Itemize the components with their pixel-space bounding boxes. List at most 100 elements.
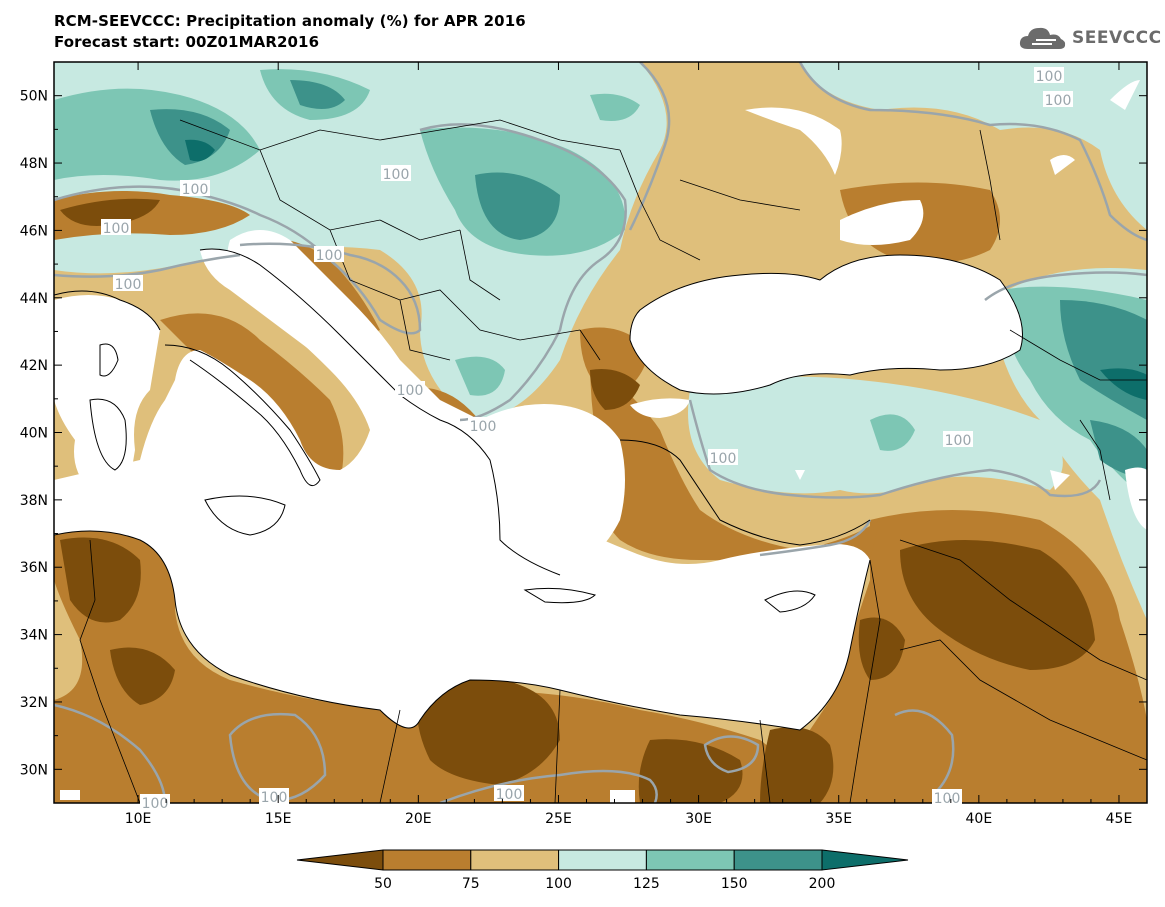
contour-label-bg [259,788,289,804]
contour-label-bg [1043,91,1073,107]
x-tick-label: 10E [125,811,152,827]
colorbar-segment-high [821,849,909,871]
y-tick-label: 32N [20,695,48,711]
marmara-sea [630,398,690,418]
colorbar-segment [645,849,735,871]
wet-moderate-alps [54,88,260,181]
aegean-sea [480,404,625,575]
y-tick-label: 40N [20,426,48,442]
sea-of-azov [840,200,924,245]
dry-strong-syria [900,540,1095,670]
contour-label: 100 [496,787,523,803]
y-tick-label: 34N [20,628,48,644]
y-tick-label: 30N [20,762,48,778]
wet-moderate-ukraine [590,93,640,121]
dry-strong-turkey-west [590,369,640,410]
contour-label-bg [381,165,411,181]
dry-strong-tunisia [60,537,141,623]
contour-label-bg [943,431,973,447]
contour-label: 100 [934,791,961,807]
caspian-sea [1125,467,1147,530]
forecast-start-label: Forecast start: 00Z01MAR2016 [54,33,320,51]
colorbar-segment [733,849,823,871]
wet-moderate-anatolia [870,414,915,451]
wet-moderate-balkans [455,356,505,396]
contour-label: 100 [397,383,424,399]
dry-strong-libya [416,673,560,785]
colorbar-label: 75 [462,876,480,892]
contour-label: 100 [261,790,288,806]
dry-strong-sinai [760,727,834,803]
wet-strongest-caucasus [1100,368,1147,400]
contour-label-bg [140,794,170,810]
colorbar-label: 100 [545,876,572,892]
logo-text: SEEVCCC [1072,28,1162,48]
y-tick-label: 36N [20,560,48,576]
dry-region-northafrica [54,531,790,803]
contour-label: 100 [142,796,169,812]
dry-region-turkey [590,360,880,565]
contour-label-bg [101,219,131,235]
contour-label: 100 [470,419,497,435]
x-tick-label: 40E [966,811,993,827]
contour-label: 100 [316,248,343,264]
dry-strong-alps [60,198,160,226]
x-tick-label: 30E [685,811,712,827]
colorbar-label: 50 [374,876,392,892]
y-axis: 50N 48N 46N 44N 42N 40N 38N 36N 34N 32N 30N [20,89,1147,778]
x-axis: 10E 15E 20E 25E 30E 35E 40E 45E [125,62,1133,827]
contour-label-bg [708,449,738,465]
y-tick-label: 48N [20,156,48,172]
black-sea [630,255,1023,394]
colorbar-label: 200 [809,876,836,892]
adriatic-sea [200,249,400,407]
contour-label: 100 [383,167,410,183]
dry-strong-libya-west [110,647,175,705]
x-tick-label: 25E [545,811,572,827]
colorbar: 50 75 100 125 150 200 [296,849,909,892]
contour-label-bg [1034,67,1064,83]
contour-label-bg [314,246,344,262]
mediterranean-sea [54,295,160,494]
dry-strong-jordan [858,617,905,680]
map-title: RCM-SEEVCCC: Precipitation anomaly (%) f… [54,12,526,30]
x-tick-label: 15E [265,811,292,827]
y-tick-label: 38N [20,493,48,509]
wet-strongest-alps [185,139,215,162]
colorbar-segment [382,849,472,871]
contour-label: 100 [710,451,737,467]
wet-strong-carpathians [475,172,560,240]
contour-label-bg [395,381,425,397]
wet-strong-poland [290,80,345,109]
contour-label-bg [113,275,143,291]
contour-label-bg [494,785,524,801]
y-tick-label: 50N [20,89,48,105]
contour-label: 100 [945,433,972,449]
x-tick-label: 35E [825,811,852,827]
y-tick-label: 46N [20,223,48,239]
contour-label-bg [932,789,962,805]
contour-label: 100 [1045,93,1072,109]
colorbar-label: 150 [721,876,748,892]
contour-label-bg [180,180,210,196]
contour-label: 100 [103,221,130,237]
contour-label: 100 [1036,69,1063,85]
colorbar-segment [470,849,560,871]
contour-labels: 100 100 100 100 100 100 100 100 100 100 100 100 100 1… [101,67,1073,812]
cloud-icon [1019,27,1066,49]
y-tick-label: 42N [20,358,48,374]
contour-label-bg [468,417,498,433]
y-tick-label: 44N [20,291,48,307]
wet-strong-caucasus-east [1090,420,1147,480]
seevccc-logo: SEEVCCC [1018,24,1162,52]
coastlines-borders [54,119,1147,803]
x-tick-label: 45E [1106,811,1133,827]
colorbar-segment-low [296,849,384,871]
contour-label: 100 [115,277,142,293]
tyrrhenian-ionian-sea [54,230,870,730]
colorbar-segment [558,849,647,871]
x-tick-label: 20E [405,811,432,827]
colorbar-label: 125 [633,876,660,892]
contour-label: 100 [182,182,209,198]
